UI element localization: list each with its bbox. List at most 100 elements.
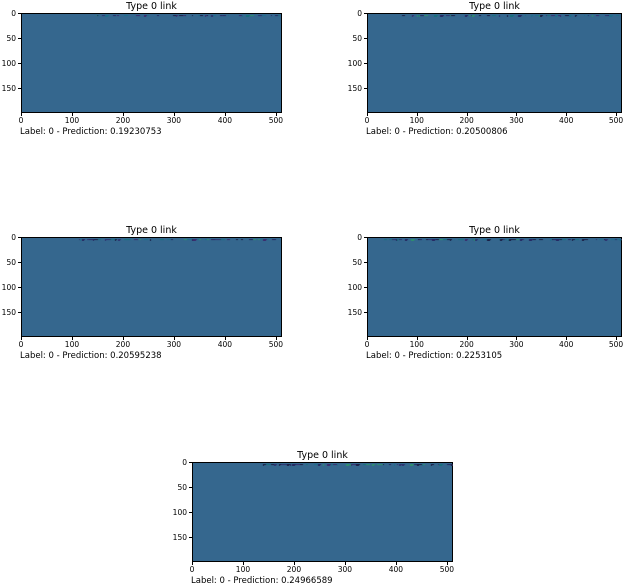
x-tick-mark	[224, 337, 226, 340]
image-noise-strip	[369, 239, 622, 241]
x-tick-mark	[367, 337, 368, 340]
x-tick-label: 200	[459, 340, 474, 349]
y-tick-label: 50	[177, 482, 187, 492]
y-tick-label: 0	[357, 232, 362, 242]
x-tick-mark	[293, 562, 295, 565]
x-tick-label: 500	[608, 116, 624, 125]
y-tick-mark	[18, 88, 21, 89]
y-tick-label: 0	[11, 8, 16, 18]
y-tick-mark	[364, 237, 367, 238]
y-tick-mark	[364, 13, 367, 14]
y-tick-mark	[364, 262, 367, 263]
axes-image-area	[21, 13, 282, 113]
image-noise-strip	[23, 15, 282, 17]
y-tick-label: 150	[1, 83, 16, 93]
x-tick-mark	[21, 113, 22, 116]
y-tick-mark	[18, 287, 21, 288]
axes-image-area	[367, 13, 622, 113]
y-tick-mark	[189, 512, 192, 513]
x-tick-label: 200	[115, 340, 131, 349]
x-tick-mark	[616, 337, 618, 340]
x-tick-mark	[173, 337, 175, 340]
x-tick-mark	[275, 113, 277, 116]
x-tick-label: 200	[459, 116, 474, 125]
y-tick-mark	[189, 537, 192, 538]
y-tick-label: 100	[347, 58, 362, 68]
subplot-5: Type 0 link 0 100 200 300 400 500 0 50 100 150 La…	[173, 450, 454, 586]
y-tick-label: 100	[1, 282, 16, 292]
y-tick-mark	[18, 63, 21, 64]
x-tick-label: 400	[217, 116, 233, 125]
prediction-label: Label: 0 - Prediction: 0.19230753	[20, 127, 162, 137]
y-tick-mark	[364, 287, 367, 288]
y-tick-label: 50	[352, 257, 362, 267]
x-tick-label: 300	[337, 565, 353, 574]
x-tick-label: 500	[268, 340, 284, 349]
x-tick-mark	[344, 562, 346, 565]
image-noise-strip	[23, 239, 282, 241]
y-tick-mark	[364, 63, 367, 64]
x-tick-label: 300	[166, 340, 182, 349]
x-tick-label: 100	[409, 116, 424, 125]
prediction-label: Label: 0 - Prediction: 0.24966589	[191, 576, 333, 586]
x-tick-mark	[224, 113, 226, 116]
prediction-label: Label: 0 - Prediction: 0.20500806	[366, 127, 508, 137]
y-tick-label: 50	[6, 257, 16, 267]
axes-image-area	[367, 237, 622, 337]
x-tick-mark	[566, 337, 568, 340]
x-tick-mark	[71, 337, 73, 340]
y-tick-label: 50	[352, 33, 362, 43]
axes-image-area	[192, 462, 453, 562]
x-tick-mark	[192, 562, 193, 565]
x-tick-label: 100	[235, 565, 251, 574]
x-tick-label: 300	[509, 116, 524, 125]
x-tick-label: 500	[268, 116, 284, 125]
y-tick-mark	[189, 462, 192, 463]
x-tick-mark	[275, 337, 277, 340]
x-tick-label: 500	[608, 340, 624, 349]
x-tick-label: 300	[509, 340, 524, 349]
plot-title: Type 0 link	[469, 225, 520, 236]
y-tick-label: 0	[11, 232, 16, 242]
plot-title: Type 0 link	[469, 1, 520, 12]
x-tick-mark	[122, 113, 124, 116]
image-noise-strip	[369, 15, 622, 17]
x-tick-label: 400	[559, 340, 574, 349]
axes-image-area	[21, 237, 282, 337]
y-tick-label: 150	[172, 532, 187, 542]
x-tick-mark	[242, 562, 244, 565]
y-tick-mark	[364, 312, 367, 313]
y-tick-mark	[18, 38, 21, 39]
x-tick-label: 0	[189, 565, 195, 574]
x-tick-mark	[466, 337, 468, 340]
plot-title: Type 0 link	[297, 450, 348, 461]
x-tick-label: 400	[559, 116, 574, 125]
y-tick-mark	[18, 13, 21, 14]
x-tick-mark	[516, 337, 518, 340]
x-tick-label: 200	[286, 565, 302, 574]
x-tick-mark	[616, 113, 618, 116]
y-tick-label: 150	[347, 83, 362, 93]
y-tick-mark	[189, 487, 192, 488]
prediction-label: Label: 0 - Prediction: 0.20595238	[20, 351, 162, 361]
x-tick-mark	[566, 113, 568, 116]
x-tick-mark	[416, 113, 418, 116]
x-tick-label: 300	[166, 116, 182, 125]
image-noise-strip	[194, 464, 453, 466]
subplot-2: Type 0 link 0 100 200 300 400 500 0 50 100 150 La…	[348, 1, 624, 137]
y-tick-label: 100	[347, 282, 362, 292]
y-tick-label: 50	[6, 33, 16, 43]
plot-title: Type 0 link	[126, 225, 177, 236]
y-tick-mark	[364, 38, 367, 39]
x-tick-mark	[446, 562, 448, 565]
x-tick-label: 100	[64, 116, 80, 125]
x-tick-mark	[122, 337, 124, 340]
y-tick-mark	[18, 237, 21, 238]
x-tick-mark	[516, 113, 518, 116]
x-tick-label: 0	[364, 116, 370, 125]
prediction-label: Label: 0 - Prediction: 0.2253105	[366, 351, 503, 361]
x-tick-label: 400	[217, 340, 233, 349]
x-tick-mark	[395, 562, 397, 565]
y-tick-mark	[18, 262, 21, 263]
